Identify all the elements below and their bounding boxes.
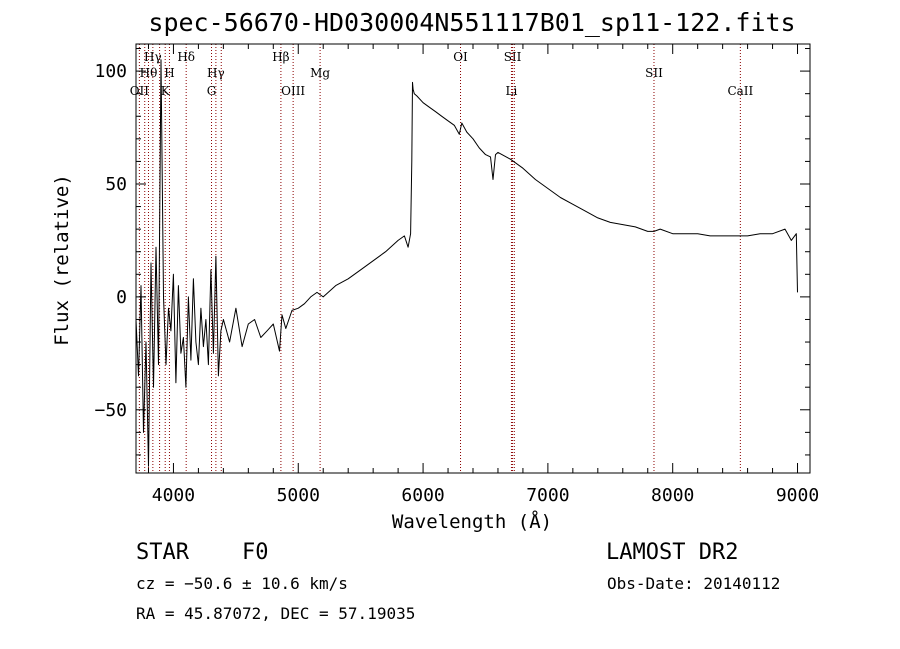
- x-tick-label: 8000: [651, 485, 694, 506]
- x-tick-label: 5000: [277, 485, 320, 506]
- line-label-5: K: [161, 84, 171, 98]
- line-label-4: H: [164, 66, 174, 80]
- x-tick-label: 9000: [776, 485, 819, 506]
- spectrum-line: [135, 59, 798, 467]
- plot-frame: [135, 43, 811, 474]
- chart-title: spec-56670-HD030004N551117B01_sp11-122.f…: [148, 8, 795, 37]
- y-tick-label: −50: [94, 400, 127, 421]
- survey-name: LAMOST DR2: [606, 540, 738, 565]
- line-label-15: CaII: [727, 84, 753, 98]
- object-class: STAR: [136, 540, 190, 565]
- x-axis-label: Wavelength (Å): [392, 510, 552, 533]
- line-label-1: Hθ: [140, 66, 158, 80]
- y-tick-label: 0: [116, 287, 127, 308]
- y-tick-label: 100: [94, 61, 127, 82]
- line-label-12: SII: [504, 50, 522, 64]
- line-label-2: OII: [130, 84, 150, 98]
- line-label-6: Hγ: [207, 66, 225, 80]
- line-label-11: OI: [453, 50, 468, 64]
- redshift-cz: cz = −50.6 ± 10.6 km/s: [136, 574, 348, 593]
- line-label-10: Mg: [310, 66, 330, 80]
- line-label-3: Hδ: [177, 50, 195, 64]
- ra-dec: RA = 45.87072, DEC = 57.19035: [136, 604, 415, 623]
- y-axis-label: Flux (relative): [51, 174, 73, 346]
- line-label-0: Hγ: [144, 50, 162, 64]
- line-label-8: Hβ: [272, 50, 289, 64]
- obs-date: Obs-Date: 20140112: [607, 574, 780, 593]
- subclass: F0: [242, 540, 269, 565]
- x-tick-label: 4000: [152, 485, 195, 506]
- line-label-14: SII: [645, 66, 663, 80]
- x-tick-label: 6000: [401, 485, 444, 506]
- x-tick-label: 7000: [526, 485, 569, 506]
- y-tick-label: 50: [105, 174, 127, 195]
- line-label-13: Li: [506, 84, 518, 98]
- line-label-7: G: [207, 84, 217, 98]
- line-label-9: OIII: [281, 84, 305, 98]
- spectrum-series: [135, 59, 798, 467]
- axis-ticks: 4000 5000 6000 7000 8000 9000 −50 0 50 100: [94, 44, 819, 506]
